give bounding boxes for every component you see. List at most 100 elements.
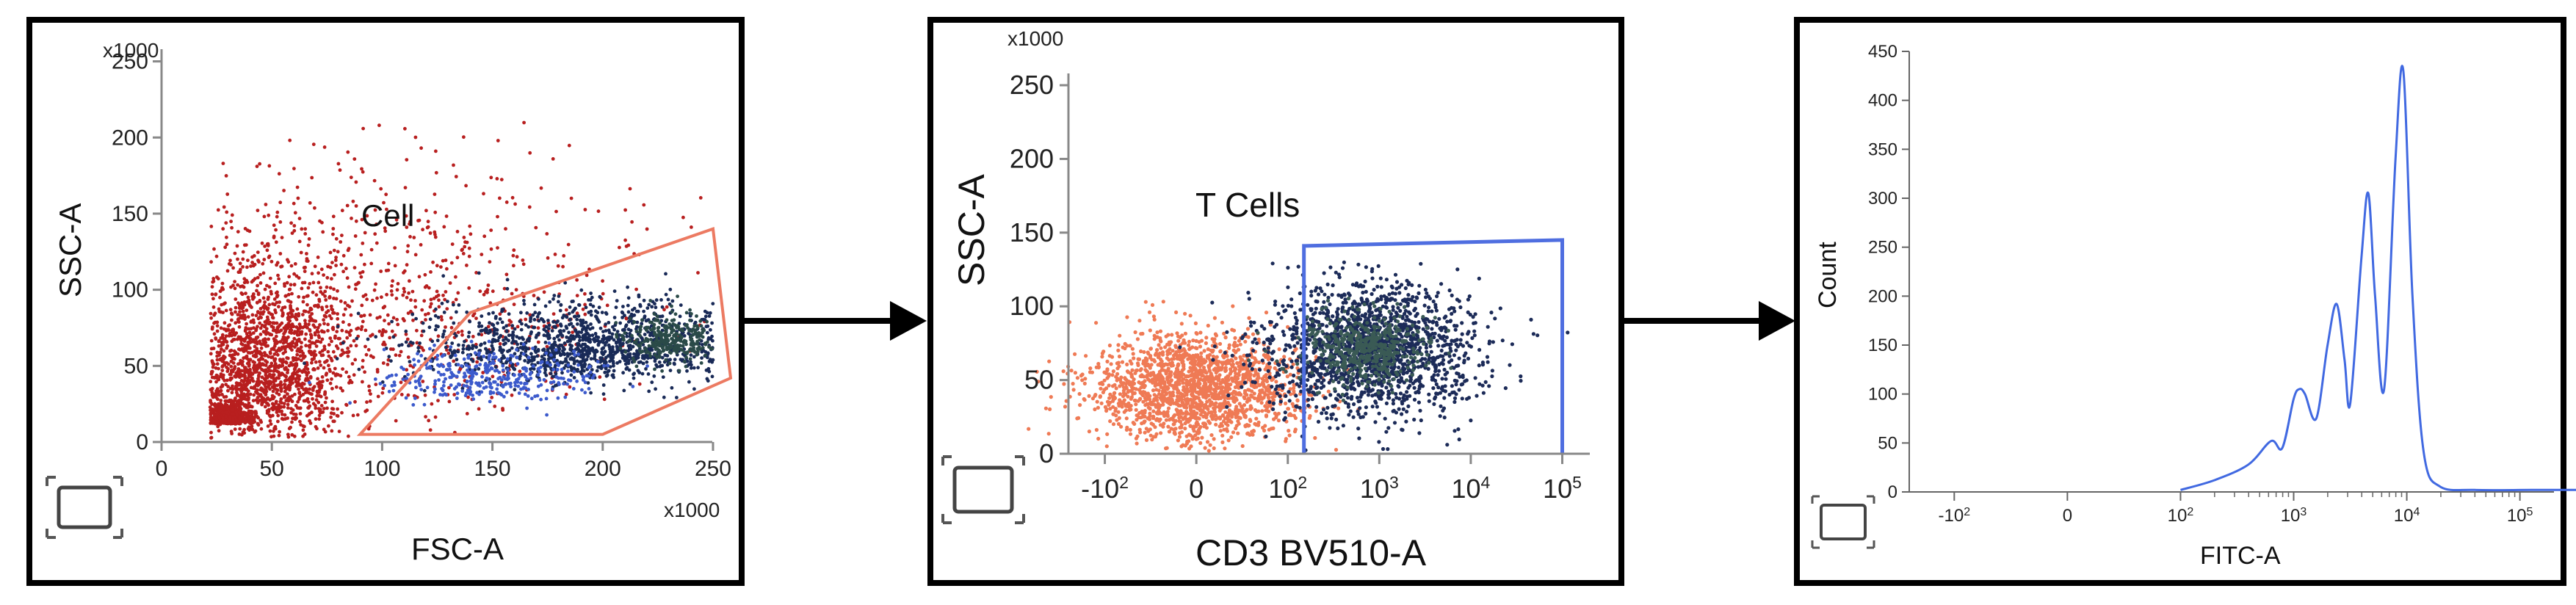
scatter-point xyxy=(214,373,219,377)
scatter-point xyxy=(467,365,471,369)
scatter-point xyxy=(214,394,218,398)
scatter-point xyxy=(267,285,272,289)
scatter-point xyxy=(323,400,328,405)
scatter-point xyxy=(516,384,521,388)
scatter-point xyxy=(504,227,507,231)
scatter-point xyxy=(612,289,617,293)
scatter-point xyxy=(428,305,433,309)
scatter-point xyxy=(345,203,350,208)
scatter-point xyxy=(518,369,522,374)
scatter-point xyxy=(538,311,541,315)
scatter-point xyxy=(286,292,291,297)
scatter-point xyxy=(329,304,333,308)
scatter-point xyxy=(273,308,277,312)
scatter-point xyxy=(557,300,560,304)
scatter-point xyxy=(316,339,320,344)
scatter-point xyxy=(1088,370,1093,374)
scatter-point xyxy=(441,384,446,388)
scatter-point xyxy=(272,434,276,438)
scatter-point xyxy=(241,250,245,254)
scatter-point xyxy=(424,209,428,213)
scatter-point xyxy=(557,294,561,298)
scatter-point xyxy=(542,290,546,294)
scatter-point xyxy=(209,311,213,316)
scatter-point xyxy=(277,403,281,407)
scatter-point xyxy=(468,232,473,236)
scatter-point xyxy=(332,412,336,416)
scatter-point xyxy=(254,328,258,333)
scatter-point xyxy=(356,280,361,285)
scatter-point xyxy=(456,291,460,295)
scatter-point xyxy=(640,341,643,345)
scatter-point xyxy=(541,348,545,352)
scatter-point xyxy=(557,329,562,333)
scatter-point xyxy=(254,352,258,356)
scatter-point xyxy=(238,310,242,314)
scatter-point xyxy=(448,348,452,352)
scatter-point xyxy=(211,305,216,309)
scatter-point xyxy=(527,205,532,209)
scatter-point xyxy=(326,264,330,269)
scatter-point xyxy=(239,285,242,289)
scatter-point xyxy=(545,388,549,393)
scatter-point xyxy=(301,424,305,428)
scatter-point xyxy=(524,374,527,379)
scatter-point xyxy=(590,346,595,350)
scatter-point xyxy=(378,315,382,319)
scatter-point xyxy=(491,359,495,363)
scatter-point xyxy=(444,214,449,218)
scatter-point xyxy=(710,374,714,379)
scatter-point xyxy=(283,294,288,298)
scatter-point xyxy=(260,375,264,380)
scatter-point xyxy=(242,314,247,317)
scatter-point xyxy=(328,381,333,385)
scatter-point xyxy=(551,312,556,316)
scatter-point xyxy=(604,355,608,360)
scatter-point xyxy=(620,310,624,314)
scatter-point xyxy=(418,341,422,345)
scatter-point xyxy=(435,294,438,299)
scatter-point xyxy=(349,344,353,348)
scatter-point xyxy=(221,287,225,291)
scatter-point xyxy=(309,333,314,338)
scatter-point xyxy=(456,363,460,366)
scatter-point xyxy=(236,347,241,351)
scatter-point xyxy=(211,365,215,369)
scatter-point xyxy=(290,394,294,398)
scatter-point xyxy=(614,333,618,337)
scatter-point xyxy=(545,413,549,417)
scatter-point xyxy=(415,328,419,333)
scatter-point xyxy=(290,231,294,235)
scatter-point xyxy=(421,228,424,232)
scatter-point xyxy=(215,324,220,328)
scatter-point xyxy=(229,364,234,369)
x-multiplier: x1000 xyxy=(664,499,720,521)
scatter-point xyxy=(449,325,454,330)
scatter-point xyxy=(311,280,316,285)
scatter-point xyxy=(236,230,240,233)
scatter-point xyxy=(588,327,593,331)
scatter-point xyxy=(263,353,267,358)
scatter-point xyxy=(228,323,232,327)
scatter-point xyxy=(460,333,464,337)
scatter-point xyxy=(442,225,446,229)
scatter-point xyxy=(224,221,228,225)
scatter-point xyxy=(225,242,229,247)
scatter-point xyxy=(402,319,406,323)
scatter-point xyxy=(692,366,696,370)
scatter-point xyxy=(308,380,311,385)
scatter-point xyxy=(303,322,308,326)
scatter-point xyxy=(213,402,217,406)
scatter-point xyxy=(303,391,308,395)
scatter-point xyxy=(501,407,504,410)
scatter-point xyxy=(335,330,339,333)
scatter-point xyxy=(454,175,458,178)
scatter-point xyxy=(266,344,269,348)
scatter-point xyxy=(522,299,526,302)
scatter-point xyxy=(477,351,481,355)
scatter-point xyxy=(363,344,367,349)
scatter-point xyxy=(268,429,272,433)
scatter-point xyxy=(298,354,303,358)
scatter-point xyxy=(304,344,308,348)
scatter-point xyxy=(632,372,636,376)
